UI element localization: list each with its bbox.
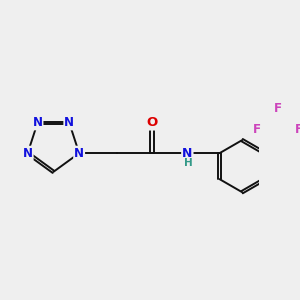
Text: N: N <box>23 147 33 160</box>
Text: N: N <box>32 116 43 129</box>
Text: N: N <box>64 116 74 129</box>
Text: F: F <box>274 102 282 115</box>
Text: N: N <box>74 147 84 160</box>
Text: N: N <box>182 147 193 160</box>
Text: H: H <box>184 158 193 168</box>
Text: F: F <box>295 123 300 136</box>
Text: F: F <box>253 123 261 136</box>
Text: O: O <box>146 116 158 130</box>
